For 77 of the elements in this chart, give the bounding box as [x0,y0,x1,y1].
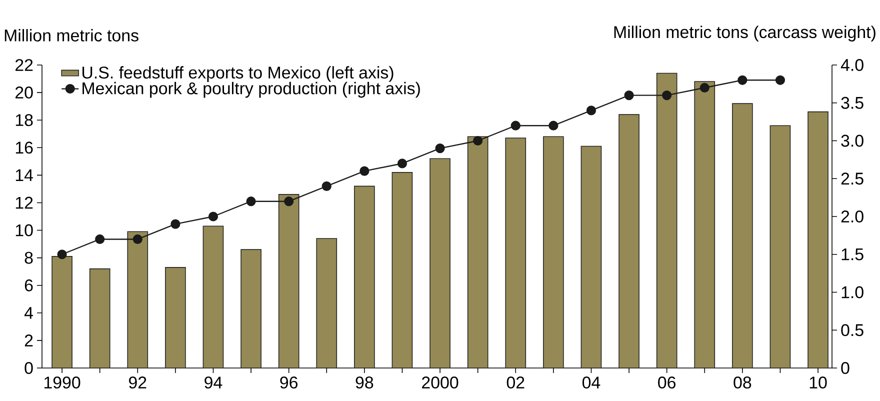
x-tick-label: 98 [356,376,374,389]
y2-tick-label: 0 [841,362,850,374]
x-tick-label: 92 [129,376,146,389]
bar [618,114,640,368]
x-tick-label: 10 [810,376,827,389]
x-tick-label: 94 [204,376,222,389]
legend-label: Mexican pork & poultry production (right axis) [82,82,420,98]
x-tick-label: 08 [734,376,752,389]
y-tick-label: 14 [16,169,33,182]
x-tick-label: 2000 [422,376,458,389]
y2-tick-label: 1.5 [842,248,864,260]
y-tick-label: 8 [24,252,33,264]
bar [52,256,72,368]
y2-axis-title: Million metric tons (carcass weight) [614,26,876,42]
point [662,90,672,100]
bar [430,158,450,368]
bar [770,125,791,368]
point [397,158,408,168]
bar [165,267,186,368]
point [132,234,142,244]
y2-tick-label: 3.5 [841,96,864,109]
bar [202,226,224,368]
point [775,75,786,85]
y2-tick-label: 2.0 [841,210,864,222]
x-tick-label: 04 [582,376,600,389]
bar [580,146,602,368]
point [548,120,558,130]
y-tick-label: 10 [16,224,33,236]
point [360,166,370,176]
bar [656,72,678,368]
y-tick-label: 18 [16,114,33,126]
x-tick-label: 02 [506,376,524,389]
y2-tick-label: 0.5 [841,324,864,336]
point [700,82,710,93]
point [95,234,105,244]
x-tick-label: 96 [280,376,298,389]
y-tick-label: 0 [24,362,33,374]
bar [127,231,148,368]
x-tick-label: 1990 [44,376,80,389]
point [246,196,256,206]
point [284,196,294,206]
point [510,120,520,130]
point [473,136,483,146]
point [624,90,634,100]
point [586,106,596,116]
bar [694,81,716,368]
y2-tick-label: 2.5 [841,172,864,185]
point [170,219,180,229]
point [435,144,445,154]
bar [392,172,413,368]
bar [89,268,110,368]
bar [808,111,828,368]
y-tick-label: 20 [16,86,33,99]
point [322,181,332,191]
y-tick-label: 12 [16,196,33,209]
y-tick-label: 22 [16,59,33,71]
bar [316,238,338,368]
bar [354,186,375,368]
y-axis-title: Million metric tons [4,29,138,42]
bar [543,136,564,368]
y2-tick-label: 4.0 [840,59,864,72]
bar [467,136,488,368]
x-tick-label: 06 [658,376,676,389]
y-tick-label: 16 [16,142,33,154]
y-tick-label: 6 [24,279,33,292]
y2-tick-label: 1.0 [842,286,864,298]
bar [732,103,753,368]
bar [278,194,300,368]
y-tick-label: 4 [24,307,33,319]
y2-tick-label: 3.0 [841,134,864,147]
y-tick-label: 2 [24,334,33,346]
point [738,75,748,85]
point [208,212,218,222]
point [57,250,67,260]
legend-label: U.S. feedstuff exports to Mexico (left axis) [82,66,394,82]
bar [505,138,526,368]
bar [240,249,262,368]
